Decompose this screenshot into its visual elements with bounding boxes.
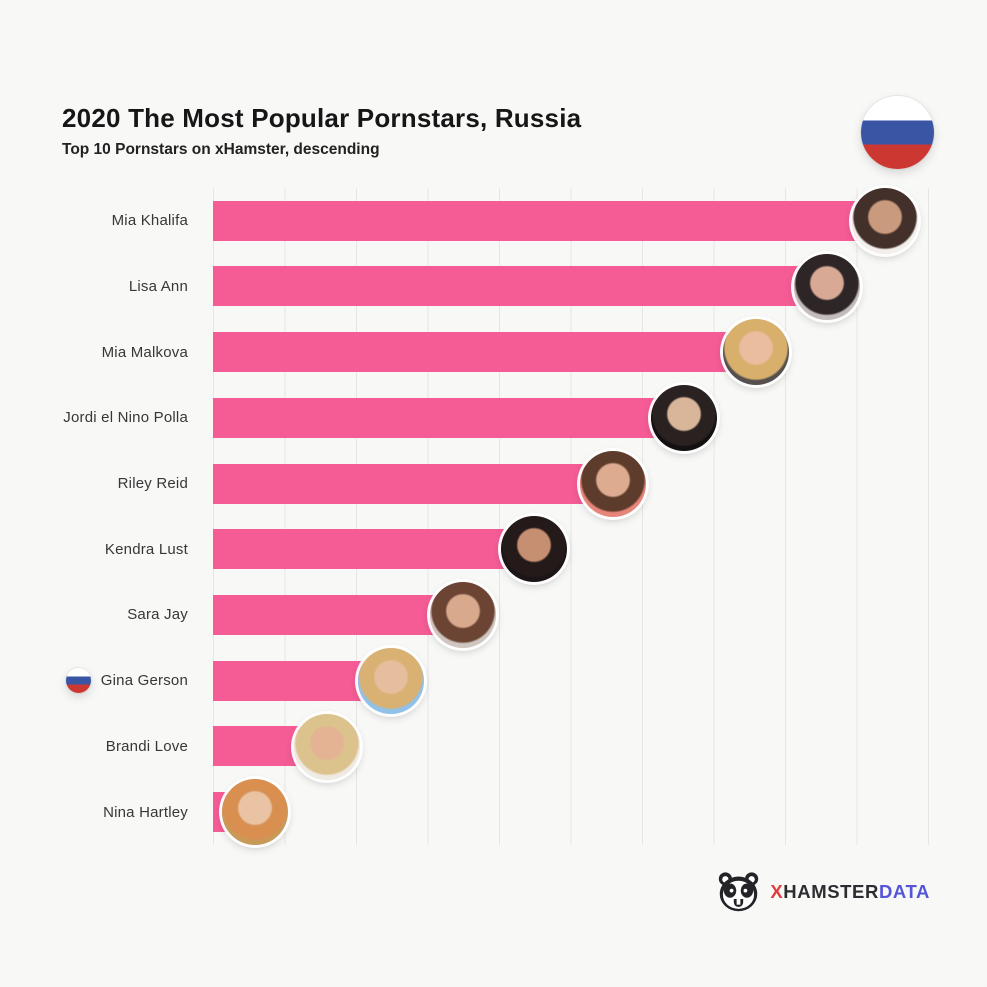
avatar-brandi-love (293, 713, 360, 780)
row-label-wrap: Gina Gerson (0, 648, 188, 714)
row-plot (213, 253, 928, 320)
bar-mia-khalifa (213, 200, 857, 241)
hamster-icon (719, 872, 759, 912)
chart-row-jordi-el-nino-polla: Jordi el Nino Polla (0, 385, 987, 452)
row-label-wrap: Brandi Love (0, 714, 188, 780)
russia-flag-icon (861, 96, 934, 169)
row-label-mia-khalifa: Mia Khalifa (111, 212, 188, 230)
chart-row-nina-hartley: Nina Hartley (0, 779, 987, 846)
row-plot (213, 385, 928, 452)
row-plot (213, 188, 928, 254)
row-label-sara-jay: Sara Jay (127, 606, 188, 624)
row-label-jordi-el-nino-polla: Jordi el Nino Polla (63, 409, 188, 427)
row-label-brandi-love: Brandi Love (105, 737, 188, 755)
bar-brandi-love (213, 726, 299, 767)
chart-row-kendra-lust: Kendra Lust (0, 516, 987, 583)
row-label-riley-reid: Riley Reid (117, 475, 188, 493)
row-label-mia-malkova: Mia Malkova (101, 343, 188, 361)
avatar-gina-gerson (358, 647, 425, 714)
page-subtitle: Top 10 Pornstars on xHamster, descending (62, 141, 380, 158)
avatar-nina-hartley (222, 779, 289, 846)
row-plot (213, 319, 928, 386)
chart-row-lisa-ann: Lisa Ann (0, 253, 987, 320)
row-label-wrap: Riley Reid (0, 451, 188, 517)
row-plot (213, 450, 928, 517)
row-plot (213, 713, 928, 780)
logo-text-data: DATA (878, 881, 930, 902)
avatar-mia-malkova (722, 319, 789, 386)
russia-flag-mini-icon (65, 668, 91, 694)
avatar-lisa-ann (794, 253, 861, 320)
row-label-kendra-lust: Kendra Lust (104, 540, 188, 558)
row-label-lisa-ann: Lisa Ann (128, 278, 188, 296)
row-label-wrap: Kendra Lust (0, 516, 188, 582)
chart-rows: Mia Khalifa Lisa Ann Mia Malkova Jordi el N… (0, 188, 987, 846)
page-title: 2020 The Most Popular Pornstars, Russia (62, 103, 582, 133)
chart-row-brandi-love: Brandi Love (0, 713, 987, 780)
avatar-jordi-el-nino-polla (651, 385, 718, 452)
avatar-riley-reid (579, 450, 646, 517)
row-plot (213, 582, 928, 649)
row-plot (213, 516, 928, 583)
chart-row-riley-reid: Riley Reid (0, 450, 987, 517)
bar-gina-gerson (213, 660, 364, 701)
row-label-wrap: Mia Malkova (0, 319, 188, 385)
row-label-nina-hartley: Nina Hartley (103, 803, 188, 821)
row-plot (213, 779, 928, 846)
avatar-sara-jay (429, 582, 496, 649)
watermark-logo: XHAMSTERDATA (716, 871, 930, 913)
bar-sara-jay (213, 594, 435, 635)
chart-row-gina-gerson: Gina Gerson (0, 647, 987, 714)
bar-kendra-lust (213, 529, 507, 570)
row-label-gina-gerson: Gina Gerson (100, 672, 188, 690)
bar-lisa-ann (213, 266, 800, 307)
avatar-mia-khalifa (851, 188, 918, 254)
chart-row-sara-jay: Sara Jay (0, 582, 987, 649)
chart-row-mia-khalifa: Mia Khalifa (0, 188, 987, 254)
row-label-wrap: Sara Jay (0, 582, 188, 648)
bar-riley-reid (213, 463, 585, 504)
logo-text-x: X (770, 881, 784, 902)
row-label-wrap: Jordi el Nino Polla (0, 385, 188, 451)
avatar-kendra-lust (501, 516, 568, 583)
chart-row-mia-malkova: Mia Malkova (0, 319, 987, 386)
row-label-wrap: Lisa Ann (0, 254, 188, 320)
bar-chart: Mia Khalifa Lisa Ann Mia Malkova Jordi el N… (0, 188, 987, 846)
row-plot (213, 647, 928, 714)
bar-mia-malkova (213, 332, 728, 373)
logo-text-hamster: HAMSTER (783, 881, 879, 902)
row-label-wrap: Mia Khalifa (0, 188, 188, 254)
bar-jordi-el-nino-polla (213, 397, 657, 438)
row-label-wrap: Nina Hartley (0, 779, 188, 845)
logo-text: XHAMSTERDATA (770, 881, 930, 903)
